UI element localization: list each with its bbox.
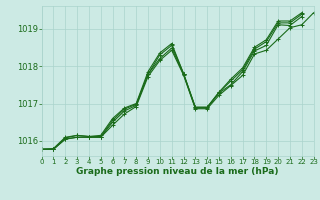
X-axis label: Graphe pression niveau de la mer (hPa): Graphe pression niveau de la mer (hPa) — [76, 167, 279, 176]
